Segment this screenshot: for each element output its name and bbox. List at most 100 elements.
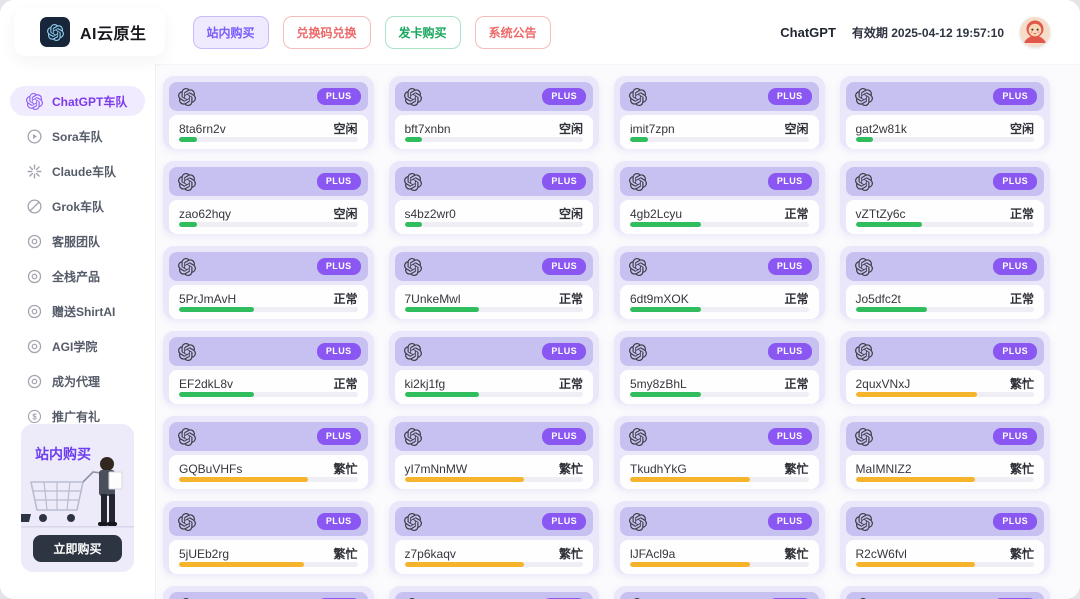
sidebar-item-2[interactable]: Claude车队 (10, 156, 145, 186)
load-progress-track (179, 222, 358, 227)
nav-button-3[interactable]: 系统公告 (474, 15, 551, 49)
fleet-card[interactable]: PLUS lJFAcl9a 繁忙 (614, 501, 825, 574)
load-progress-fill (179, 477, 308, 482)
sidebar-item-5[interactable]: 全栈产品 (10, 261, 145, 291)
load-progress-fill (179, 222, 197, 227)
fleet-card[interactable]: PLUS z7p6kaqv 繁忙 (388, 501, 599, 574)
car-status: 繁忙 (558, 462, 583, 476)
load-progress-fill (630, 477, 750, 482)
buy-now-button[interactable]: 立即购买 (33, 535, 122, 562)
fleet-card[interactable]: PLUS TkudhYkG 繁忙 (614, 416, 825, 489)
fleet-card[interactable]: PLUS 8ta6rn2v 空闲 (163, 76, 374, 149)
fleet-card-partial[interactable]: PLUS (163, 586, 374, 599)
fleet-card[interactable]: PLUS 4gb2Lcyu 正常 (614, 161, 825, 234)
load-progress-fill (179, 392, 254, 397)
card-header-band: PLUS (169, 252, 368, 281)
user-avatar[interactable] (1020, 17, 1050, 47)
sidebar-item-9[interactable]: $ 推广有礼 (10, 401, 145, 431)
load-progress-track (404, 562, 583, 567)
openai-icon (854, 172, 873, 191)
fleet-card[interactable]: PLUS imit7zpn 空闲 (614, 76, 825, 149)
fleet-card[interactable]: PLUS 5my8zBhL 正常 (614, 331, 825, 404)
card-body: 5my8zBhL 正常 (620, 370, 819, 404)
plus-badge: PLUS (542, 258, 586, 275)
openai-icon (178, 512, 196, 531)
sidebar-item-3[interactable]: Grok车队 (10, 191, 145, 221)
fleet-card[interactable]: PLUS Jo5dfc2t 正常 (839, 246, 1050, 319)
plus-badge: PLUS (316, 258, 361, 275)
plus-badge: PLUS (993, 173, 1037, 190)
fleet-card-partial[interactable]: PLUS (839, 586, 1050, 599)
card-body: 7UnkeMwl 正常 (394, 285, 593, 319)
sidebar-item-8[interactable]: 成为代理 (10, 366, 145, 396)
fleet-card[interactable]: PLUS 5jUEb2rg 繁忙 (163, 501, 374, 574)
sidebar-item-4[interactable]: 客服团队 (10, 226, 145, 256)
load-progress-track (630, 562, 809, 567)
card-body: MaIMNIZ2 繁忙 (845, 455, 1044, 489)
car-status: 空闲 (1009, 122, 1034, 136)
fleet-card-grid: PLUS 8ta6rn2v 空闲 PLUS bft7xnbn 空闲 (163, 76, 1050, 599)
fleet-card[interactable]: PLUS zao62hqy 空闲 (163, 161, 374, 234)
fleet-card[interactable]: PLUS 5PrJmAvH 正常 (163, 246, 374, 319)
fleet-card-partial[interactable]: PLUS (614, 586, 825, 599)
promo-card[interactable]: 站内购买 立即购 (21, 424, 134, 572)
card-body: 6dt9mXOK 正常 (620, 285, 819, 319)
brand: AI云原生 (14, 8, 165, 56)
nav-button-0[interactable]: 站内购买 (192, 15, 269, 49)
card-header-band: PLUS (620, 82, 819, 111)
openai-icon (178, 257, 196, 276)
fleet-card[interactable]: PLUS MaIMNIZ2 繁忙 (839, 416, 1050, 489)
card-body: zao62hqy 空闲 (169, 200, 368, 234)
car-id: 5jUEb2rg (179, 546, 230, 561)
load-progress-track (179, 562, 358, 567)
fleet-card[interactable]: PLUS vZTtZy6c 正常 (839, 161, 1050, 234)
fleet-card[interactable]: PLUS ki2kj1fg 正常 (388, 331, 599, 404)
car-id: R2cW6fvl (855, 546, 907, 561)
card-body: Jo5dfc2t 正常 (845, 285, 1044, 319)
car-id: TkudhYkG (630, 461, 687, 476)
nav-button-2[interactable]: 发卡购买 (384, 15, 461, 49)
load-progress-track (630, 137, 809, 142)
plus-badge: PLUS (316, 513, 361, 530)
load-progress-fill (404, 307, 480, 312)
car-status: 正常 (333, 377, 358, 391)
card-header-band: PLUS (845, 82, 1044, 111)
load-progress-track (179, 392, 358, 397)
card-header-band: PLUS (394, 337, 593, 366)
plus-badge: PLUS (316, 173, 361, 190)
fleet-card[interactable]: PLUS EF2dkL8v 正常 (163, 331, 374, 404)
car-status: 繁忙 (558, 547, 583, 561)
fleet-card[interactable]: PLUS gat2w81k 空闲 (839, 76, 1050, 149)
card-body: R2cW6fvl 繁忙 (845, 540, 1044, 574)
card-body: imit7zpn 空闲 (620, 115, 819, 149)
car-id: Jo5dfc2t (855, 291, 901, 306)
fleet-card[interactable]: PLUS GQBuVHFs 繁忙 (163, 416, 374, 489)
fleet-card-partial[interactable]: PLUS (388, 586, 599, 599)
car-id: 4gb2Lcyu (630, 206, 683, 221)
header-nav: 站内购买 兑换码兑换 发卡购买 系统公告 (192, 15, 551, 49)
car-status: 繁忙 (1009, 547, 1034, 561)
fleet-card[interactable]: PLUS 7UnkeMwl 正常 (388, 246, 599, 319)
sidebar-item-7[interactable]: AGI学院 (10, 331, 145, 361)
fleet-card[interactable]: PLUS 6dt9mXOK 正常 (614, 246, 825, 319)
plus-badge: PLUS (542, 513, 586, 530)
load-progress-fill (404, 222, 423, 227)
sidebar-item-0[interactable]: ChatGPT车队 (10, 86, 145, 116)
sidebar-item-1[interactable]: Sora车队 (10, 121, 145, 151)
load-progress-track (404, 222, 583, 227)
car-id: 2quxVNxJ (855, 376, 911, 391)
fleet-card[interactable]: PLUS s4bz2wr0 空闲 (388, 161, 599, 234)
fleet-card[interactable]: PLUS bft7xnbn 空闲 (388, 76, 599, 149)
card-header-band: PLUS (620, 167, 819, 196)
load-progress-track (630, 222, 809, 227)
fleet-card[interactable]: PLUS yI7mNnMW 繁忙 (388, 416, 599, 489)
nav-button-1[interactable]: 兑换码兑换 (282, 15, 371, 49)
card-body: 4gb2Lcyu 正常 (620, 200, 819, 234)
sidebar-item-label: Claude车队 (52, 164, 117, 179)
card-header-band: PLUS (620, 252, 819, 281)
card-header-band: PLUS (394, 507, 593, 536)
fleet-card[interactable]: PLUS 2quxVNxJ 繁忙 (839, 331, 1050, 404)
fleet-card[interactable]: PLUS R2cW6fvl 繁忙 (839, 501, 1050, 574)
sidebar-item-6[interactable]: 赠送ShirtAI (10, 296, 145, 326)
